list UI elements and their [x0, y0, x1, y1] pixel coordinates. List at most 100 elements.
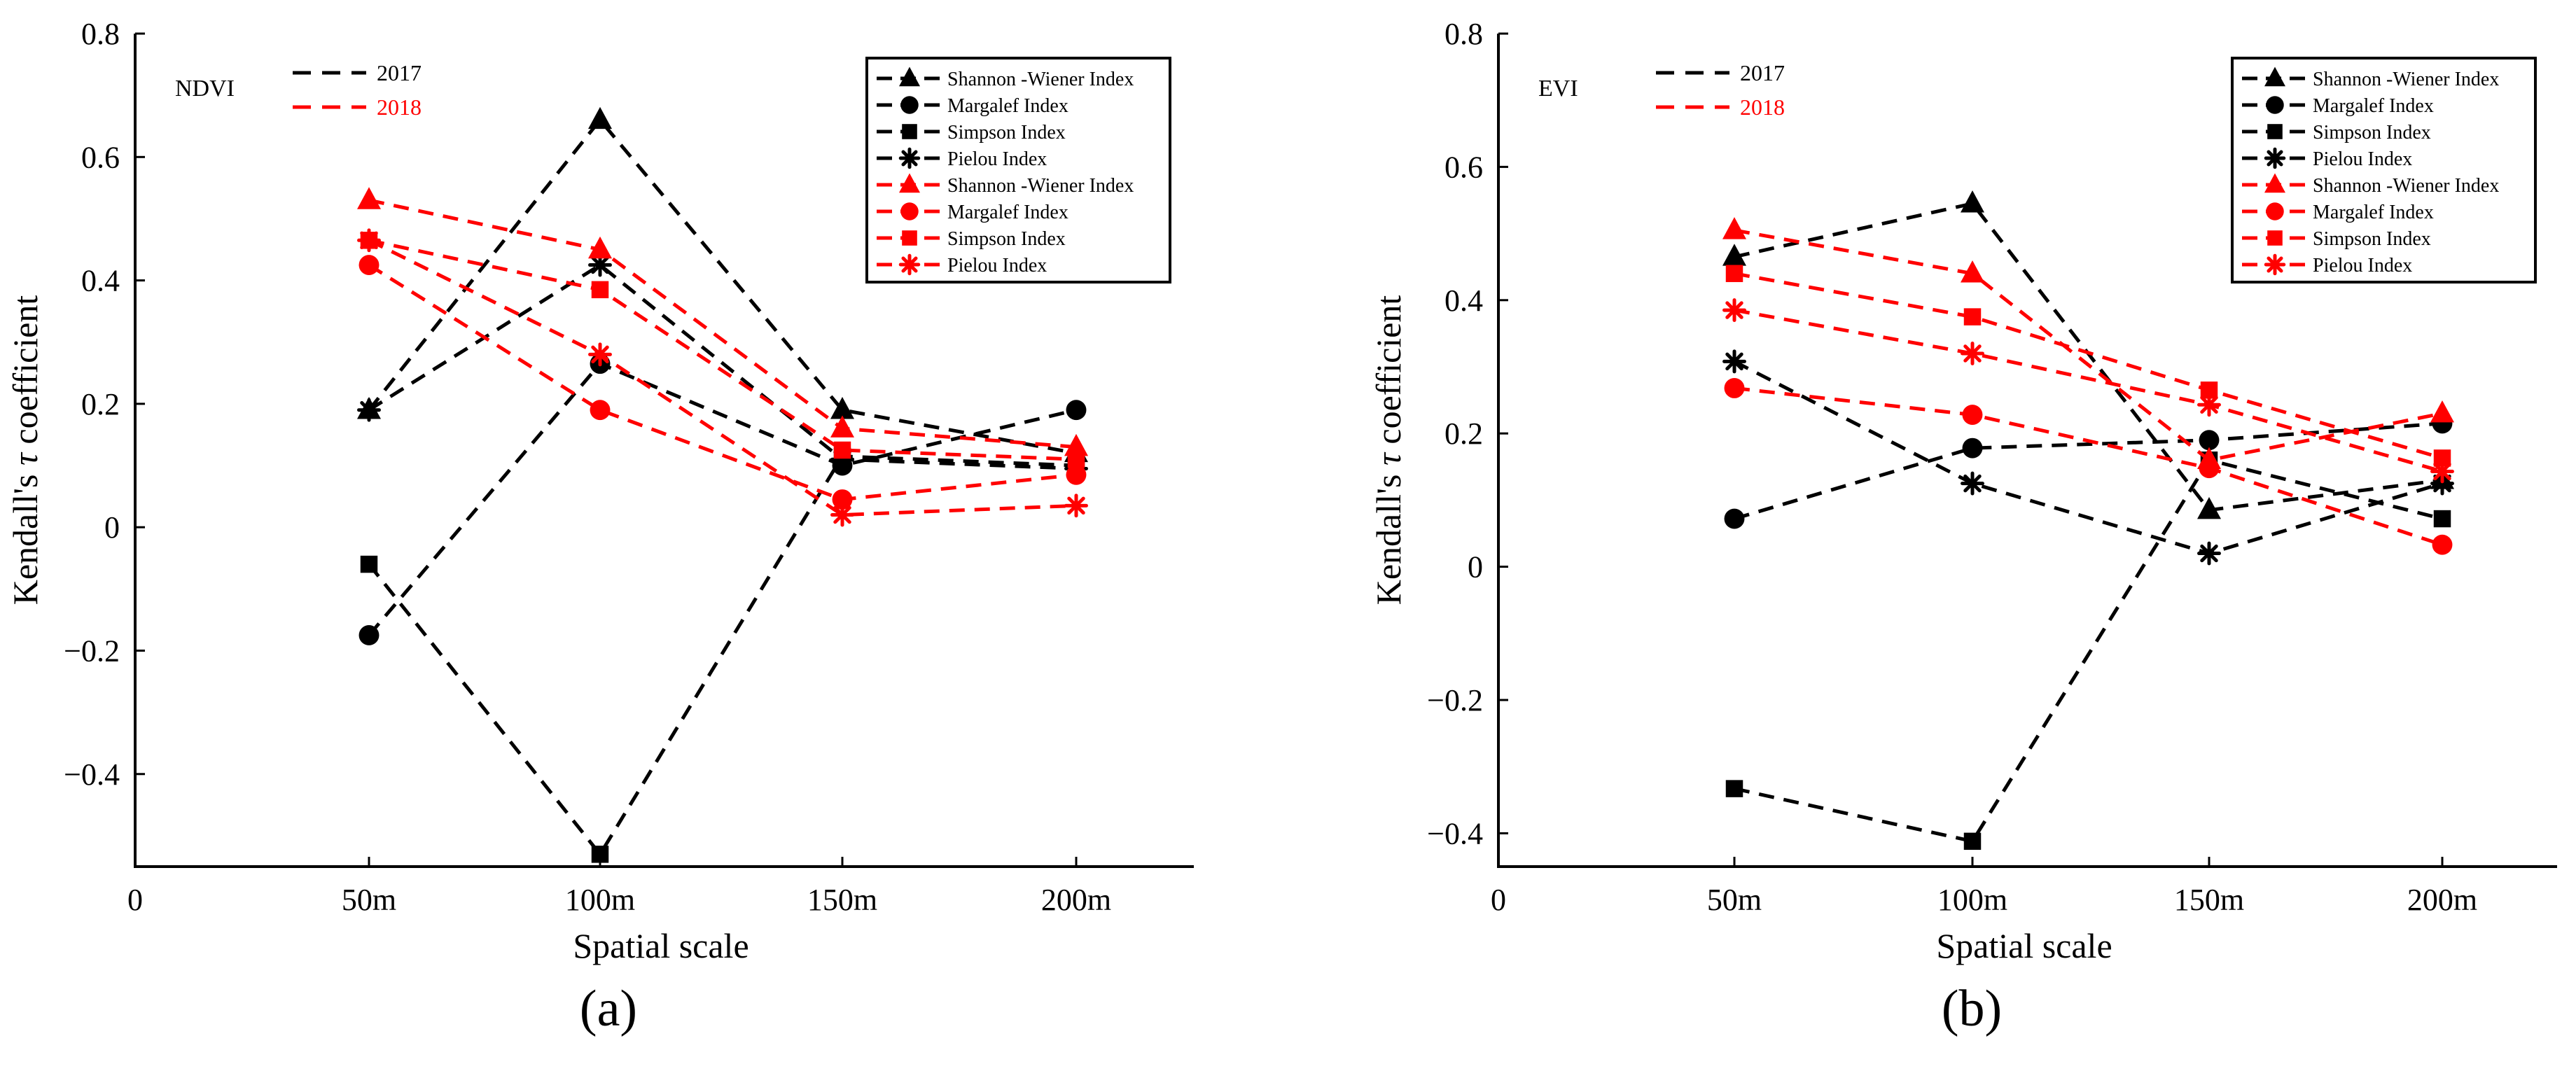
legend-entry-label: Pielou Index [2313, 255, 2412, 276]
data-point-triangle [1064, 433, 1088, 456]
data-point-asterisk [588, 342, 612, 367]
y-tick-label: 0.8 [81, 17, 120, 51]
data-point-asterisk [1961, 342, 1984, 365]
y-tick-label: 0.6 [81, 140, 120, 174]
series-line [368, 117, 1077, 455]
data-point-asterisk [1722, 349, 1746, 374]
y-tick-label: 0.2 [1444, 416, 1483, 451]
year-legend-label-2017: 2017 [377, 60, 422, 85]
chart-panel-1: −0.4 −0.2 0 0.2 0.4 0.6 0.8 0 50m 100m 150m 200m Spa… [1369, 17, 2557, 1037]
y-tick-label: −0.2 [64, 634, 120, 668]
data-point-triangle [588, 236, 612, 259]
series-line [368, 238, 1077, 461]
series-2018-circle [1724, 378, 2453, 555]
data-point-circle [2199, 430, 2220, 451]
legend-entry-label: Margalef Index [947, 95, 1068, 117]
y-axis-title: Kendall's τ coefficient [1369, 295, 1408, 606]
legend-marker-triangle [2264, 173, 2285, 193]
legend-marker-triangle [2264, 66, 2285, 87]
legend-marker-square [902, 230, 917, 246]
y-tick-label: 0.4 [81, 264, 120, 298]
x-tick-label: 100m [1937, 883, 2007, 917]
data-point-asterisk [830, 503, 854, 527]
series-legend: Shannon -Wiener Index Margalef Index Simps… [2231, 57, 2537, 284]
chart-panel-0: −0.4 −0.2 0 0.2 0.4 0.6 0.8 0 50m 100m 150m 200m Spa… [6, 17, 1194, 1037]
x-axis-title: Spatial scale [573, 926, 749, 965]
data-point-square [833, 441, 851, 459]
data-point-circle [2199, 458, 2220, 479]
data-point-circle [1724, 508, 1745, 529]
y-axis-title: Kendall's τ coefficient [6, 295, 45, 606]
legend-marker-triangle [899, 66, 920, 87]
legend-marker-triangle [899, 173, 920, 193]
series-2018-asterisk [1722, 298, 2454, 484]
data-point-asterisk [1722, 298, 1746, 323]
legend-entry-label: Shannon -Wiener Index [947, 69, 1134, 90]
data-point-circle [1724, 378, 1745, 398]
legend-marker-asterisk [898, 147, 921, 169]
data-point-triangle [588, 106, 612, 130]
series-line [368, 361, 1077, 637]
data-point-triangle [2430, 400, 2454, 423]
legend-entry-label: Simpson Index [947, 122, 1066, 144]
data-point-square [2433, 510, 2451, 528]
data-point-triangle [1722, 217, 1746, 239]
data-point-square [1725, 780, 1743, 797]
data-point-circle [1962, 405, 1983, 425]
legend-marker-circle [900, 202, 919, 220]
series-line [368, 239, 1077, 517]
legend-entry-label: Simpson Index [947, 228, 1066, 250]
legend-entry-label: Shannon -Wiener Index [947, 175, 1134, 197]
legend-marker-circle [2266, 96, 2284, 114]
series-2017-circle [1724, 413, 2453, 529]
data-point-circle [358, 255, 380, 276]
data-point-square [591, 846, 609, 863]
legend-marker-asterisk [898, 253, 921, 276]
y-tick-label: −0.4 [1427, 816, 1483, 850]
legend-box [865, 57, 1171, 284]
series-2018-circle [358, 255, 1087, 510]
legend-entry-label: Margalef Index [947, 202, 1068, 223]
data-point-circle [832, 489, 853, 510]
data-point-triangle [2197, 496, 2221, 519]
data-point-triangle [830, 415, 854, 438]
x-tick-label: 150m [2174, 883, 2244, 917]
y-tick-label: 0.2 [81, 387, 120, 421]
data-point-square [1963, 832, 1982, 850]
x-tick-label: 50m [342, 883, 396, 917]
legend-marker-circle [900, 96, 919, 114]
data-point-asterisk [588, 253, 612, 277]
legend-entry-label: Shannon -Wiener Index [2313, 175, 2499, 197]
index-label: EVI [1538, 76, 1578, 102]
series-line [368, 263, 1077, 502]
series-line [1734, 421, 2443, 521]
series-line [1734, 201, 2443, 512]
data-point-asterisk [2197, 541, 2221, 566]
y-tick-label: 0.8 [1444, 17, 1483, 51]
x-origin-label: 0 [127, 883, 143, 917]
index-label: NDVI [175, 76, 235, 102]
legend-entry-label: Pielou Index [947, 148, 1047, 170]
series-line [1734, 458, 2443, 844]
data-point-asterisk [2197, 393, 2221, 417]
y-tick-label: 0 [1468, 550, 1483, 584]
series-line [1734, 308, 2443, 473]
legend-marker-square [2267, 124, 2283, 139]
legend-box [2231, 57, 2537, 284]
series-2017-square [1725, 451, 2451, 850]
series-2018-triangle [357, 187, 1088, 456]
data-point-square [1725, 265, 1743, 282]
legend-marker-circle [2266, 202, 2284, 220]
series-2017-asterisk [1722, 349, 2454, 566]
x-axis-title: Spatial scale [1936, 926, 2112, 965]
panel-label: (a) [580, 980, 637, 1037]
series-2017-circle [358, 354, 1087, 645]
legend-entry-label: Margalef Index [2313, 95, 2434, 117]
x-tick-label: 200m [1041, 883, 1111, 917]
series-legend: Shannon -Wiener Index Margalef Index Simps… [865, 57, 1171, 284]
legend-marker-square [902, 124, 917, 139]
y-tick-label: 0 [104, 510, 120, 545]
data-point-triangle [1722, 244, 1746, 266]
legend-entry-label: Margalef Index [2313, 202, 2434, 223]
series-line [1734, 272, 2443, 460]
